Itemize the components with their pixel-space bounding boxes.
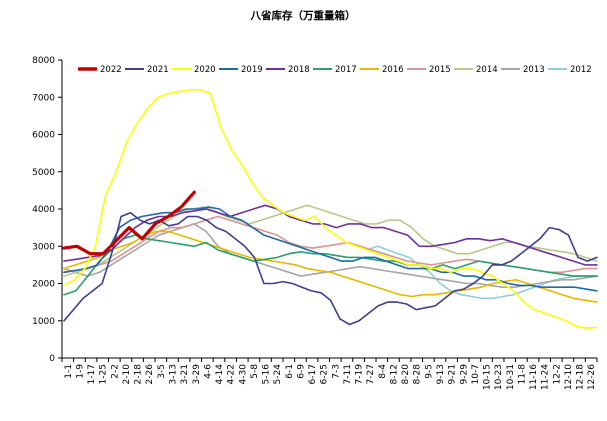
x-tick-label: 2-10: [122, 364, 132, 385]
x-tick-label: 5-16: [262, 364, 272, 385]
x-tick-label: 10-7: [471, 364, 481, 384]
series-line-2022: [62, 190, 196, 256]
y-tick-label: 8000: [32, 56, 55, 66]
x-tick-label: 2-26: [145, 364, 155, 385]
y-tick-label: 3000: [32, 242, 55, 252]
x-tick-label: 2-18: [134, 364, 144, 385]
legend-label: 2020: [194, 65, 216, 75]
series-line-2021: [63, 211, 598, 326]
x-tick-label: 5-24: [273, 364, 283, 385]
series-line-2014: [63, 204, 598, 277]
x-tick-label: 11-24: [541, 364, 551, 390]
x-tick-label: 4-14: [215, 364, 225, 385]
x-tick-label: 6-1: [285, 364, 295, 379]
legend-item-2022: 2022: [78, 65, 122, 75]
x-tick-label: 7-19: [355, 364, 365, 385]
legend-item-2014: 2014: [454, 65, 498, 75]
legend-label: 2019: [241, 65, 263, 75]
legend-item-2013: 2013: [501, 65, 545, 75]
x-tick-label: 12-26: [587, 364, 597, 390]
x-tick-label: 8-28: [413, 364, 423, 385]
x-tick-label: 6-9: [296, 364, 306, 379]
x-tick-label: 5-8: [250, 364, 260, 379]
legend-item-2021: 2021: [125, 65, 169, 75]
x-tick-label: 12-2: [552, 364, 562, 384]
series-line-2012: [366, 245, 598, 300]
x-tick-label: 4-30: [238, 364, 248, 385]
x-tick-label: 1-25: [99, 364, 109, 384]
legend: 2022 2021 2020 2019 2018 2017 2016 2015 2014 2013…: [78, 65, 592, 75]
x-tick-label: 9-21: [448, 364, 458, 384]
legend-item-2016: 2016: [360, 65, 404, 75]
x-tick-label: 9-29: [459, 364, 469, 385]
legend-label: 2018: [288, 65, 310, 75]
x-tick-label: 8-12: [389, 364, 399, 384]
legend-item-2017: 2017: [313, 65, 357, 75]
series-line-2019: [63, 206, 598, 292]
x-tick-label: 3-29: [192, 364, 202, 385]
series-lines: [62, 89, 598, 329]
x-tick-label: 7-27: [366, 364, 376, 384]
legend-item-2019: 2019: [219, 65, 263, 75]
legend-label: 2014: [476, 65, 498, 75]
x-tick-label: 9-5: [424, 364, 434, 379]
x-tick-label: 8-4: [378, 364, 388, 379]
y-tick-label: 2000: [32, 280, 55, 290]
x-tick-label: 1-1: [64, 364, 74, 379]
legend-item-2012: 2012: [548, 65, 592, 75]
legend-label: 2012: [570, 65, 592, 75]
series-line-2016: [63, 230, 598, 303]
x-tick-label: 3-13: [168, 364, 178, 384]
x-tick-label: 2-2: [110, 364, 120, 379]
legend-item-2015: 2015: [407, 65, 451, 75]
legend-label: 2021: [147, 65, 169, 75]
x-tick-label: 4-6: [203, 364, 213, 379]
y-tick-label: 1000: [32, 317, 55, 327]
legend-label: 2016: [382, 65, 404, 75]
series-line-2018: [63, 204, 598, 266]
x-tick-label: 7-11: [343, 364, 353, 384]
x-tick-label: 8-20: [401, 364, 411, 385]
legend-label: 2022: [100, 65, 122, 75]
x-tick-label: 11-16: [529, 364, 539, 390]
legend-item-2020: 2020: [172, 65, 216, 75]
x-tick-label: 1-17: [87, 364, 97, 384]
y-tick-label: 6000: [32, 131, 55, 141]
x-tick-label: 10-31: [506, 364, 516, 390]
legend-item-2018: 2018: [266, 65, 310, 75]
legend-label: 2013: [523, 65, 545, 75]
y-tick-label: 0: [49, 354, 55, 364]
legend-label: 2017: [335, 65, 357, 75]
x-tick-label: 12-10: [564, 364, 574, 390]
series-line-2017: [63, 234, 598, 296]
chart-title: 八省库存（万重量箱）: [250, 9, 356, 22]
x-tick-label: 9-13: [436, 364, 446, 384]
x-tick-label: 1-9: [75, 364, 85, 379]
x-tick-label: 10-15: [483, 364, 493, 390]
x-tick-label: 12-18: [576, 364, 586, 390]
x-tick-label: 3-21: [180, 364, 190, 384]
x-tick-label: 7-3: [331, 364, 341, 379]
y-tick-label: 7000: [32, 93, 55, 103]
x-tick-label: 3-5: [157, 364, 167, 379]
x-tick-label: 4-22: [227, 364, 237, 384]
y-tick-label: 4000: [32, 205, 55, 215]
y-tick-label: 5000: [32, 168, 55, 178]
x-tick-label: 6-25: [320, 364, 330, 384]
x-tick-label: 11-8: [517, 364, 527, 385]
x-tick-label: 6-17: [308, 364, 318, 384]
legend-label: 2015: [429, 65, 451, 75]
x-tick-label: 10-23: [494, 364, 504, 390]
series-line-2020: [63, 89, 598, 329]
